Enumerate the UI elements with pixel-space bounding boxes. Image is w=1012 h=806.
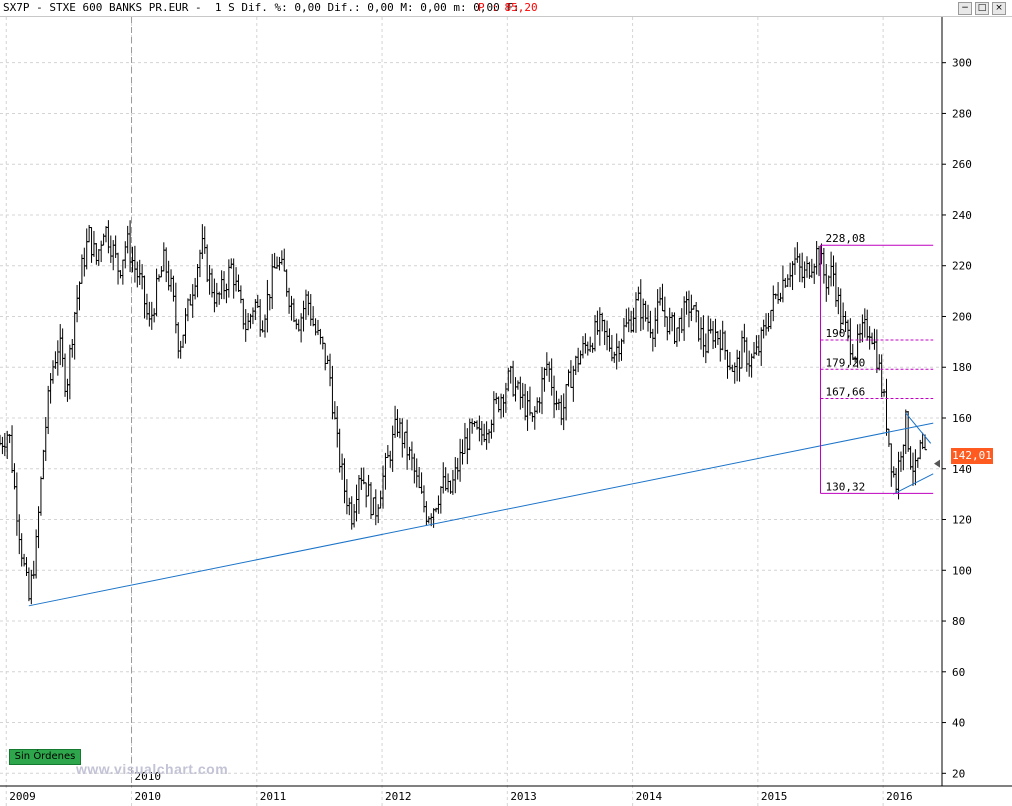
x-tick-label: 2014 — [636, 790, 663, 803]
x-tick-label: 2009 — [9, 790, 36, 803]
maximize-button[interactable]: □ — [975, 2, 989, 15]
y-tick-label: 40 — [952, 717, 965, 730]
fib-level-label: 130,32 — [825, 480, 865, 493]
y-tick-label: 160 — [952, 412, 972, 425]
channel-line — [892, 473, 934, 495]
chart-title: SX7P - STXE 600 BANKS PR.EUR - 1 S Dif. … — [3, 1, 520, 14]
y-tick-label: 200 — [952, 310, 972, 323]
header-price: P : 85,20 — [478, 1, 538, 14]
x-tick-label: 2010 — [135, 790, 162, 803]
y-tick-label: 140 — [952, 463, 972, 476]
x-tick-label: 2012 — [385, 790, 412, 803]
x-tick-label: 2015 — [761, 790, 788, 803]
fib-level-label: 167,66 — [825, 386, 865, 399]
y-tick-label: 60 — [952, 666, 965, 679]
close-button[interactable]: × — [992, 2, 1006, 15]
last-price-arrow — [934, 459, 940, 468]
last-price-tag: 142,01 — [951, 448, 993, 464]
y-tick-label: 80 — [952, 615, 965, 628]
y-tick-label: 300 — [952, 57, 972, 70]
fib-level-label: 228,08 — [825, 232, 865, 245]
y-tick-label: 120 — [952, 514, 972, 527]
cursor-x-label: 2010 — [135, 770, 162, 783]
y-tick-label: 20 — [952, 767, 965, 780]
x-tick-label: 2013 — [510, 790, 537, 803]
fib-level-label: 179,20 — [825, 356, 865, 369]
y-tick-label: 260 — [952, 158, 972, 171]
fib-level-label: 190, — [825, 327, 852, 340]
y-tick-label: 100 — [952, 564, 972, 577]
trendline — [28, 422, 934, 607]
x-tick-label: 2011 — [260, 790, 287, 803]
no-orders-badge[interactable]: Sin Órdenes — [9, 749, 81, 765]
minimize-button[interactable]: − — [958, 2, 972, 15]
watermark: www.visualchart.com — [76, 761, 229, 777]
y-tick-label: 240 — [952, 209, 972, 222]
y-tick-label: 180 — [952, 361, 972, 374]
y-tick-label: 280 — [952, 107, 972, 120]
chart-header: SX7P - STXE 600 BANKS PR.EUR - 1 S Dif. … — [0, 0, 1012, 17]
y-tick-label: 220 — [952, 260, 972, 273]
x-tick-label: 2016 — [886, 790, 913, 803]
channel-line — [905, 412, 932, 444]
